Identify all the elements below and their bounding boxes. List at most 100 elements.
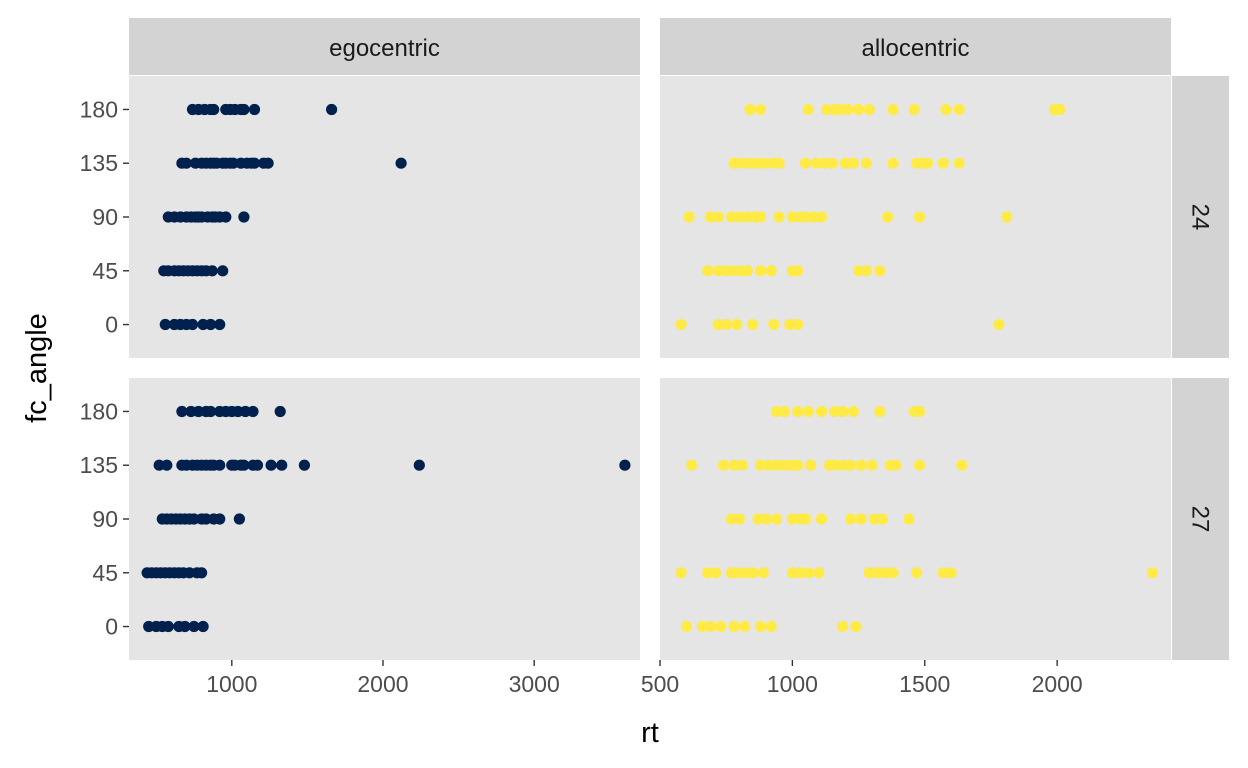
data-point bbox=[945, 567, 957, 579]
data-point bbox=[757, 567, 769, 579]
data-point bbox=[238, 211, 250, 223]
data-point bbox=[728, 620, 740, 633]
x-tick-label: 1000 bbox=[206, 671, 257, 697]
data-point bbox=[159, 318, 171, 331]
data-point bbox=[248, 157, 261, 169]
y-tick-label: 135 bbox=[80, 150, 118, 176]
data-point bbox=[921, 157, 934, 169]
facet-panel-allocentric-27: 500 1000 1500 2000 bbox=[641, 378, 1171, 697]
data-point bbox=[744, 103, 756, 116]
data-point bbox=[696, 620, 709, 633]
data-point bbox=[913, 405, 926, 418]
data-point bbox=[747, 567, 759, 579]
data-point bbox=[887, 157, 899, 169]
data-point bbox=[176, 405, 188, 418]
data-point bbox=[805, 459, 817, 471]
data-point bbox=[180, 157, 192, 169]
data-point bbox=[953, 157, 965, 169]
data-point bbox=[725, 211, 738, 223]
data-point bbox=[834, 103, 846, 116]
data-point bbox=[887, 103, 899, 116]
data-point bbox=[162, 620, 174, 633]
data-point bbox=[808, 211, 820, 223]
data-point bbox=[913, 211, 926, 223]
data-point bbox=[686, 459, 698, 471]
data-point bbox=[874, 265, 886, 277]
data-point bbox=[913, 459, 926, 471]
data-point bbox=[739, 567, 751, 579]
data-point bbox=[821, 103, 833, 116]
x-tick-label: 2000 bbox=[357, 671, 408, 697]
data-point bbox=[715, 620, 727, 633]
data-point bbox=[233, 513, 245, 525]
data-point bbox=[802, 103, 814, 116]
data-point bbox=[773, 211, 785, 223]
data-point bbox=[702, 265, 714, 277]
y-axis-title: fc_angle bbox=[21, 313, 53, 423]
data-point bbox=[741, 211, 754, 223]
data-point bbox=[395, 157, 407, 169]
facet-strip-label-egocentric: egocentric bbox=[329, 35, 440, 62]
y-tick-label: 135 bbox=[80, 452, 118, 478]
data-point bbox=[274, 405, 286, 418]
data-point bbox=[298, 459, 310, 471]
data-point bbox=[810, 157, 822, 169]
data-point bbox=[186, 318, 199, 331]
data-point bbox=[940, 103, 952, 116]
data-point bbox=[188, 620, 200, 633]
facet-panel-egocentric-24: 0 45 90 135 180 bbox=[80, 76, 640, 358]
data-point bbox=[755, 620, 767, 633]
data-point bbox=[850, 620, 862, 633]
panel-background bbox=[660, 378, 1171, 660]
data-point bbox=[911, 567, 923, 579]
facet-strip-egocentric bbox=[129, 18, 640, 75]
data-point bbox=[908, 103, 920, 116]
data-point bbox=[853, 103, 865, 116]
data-point bbox=[956, 459, 968, 471]
data-point bbox=[720, 265, 732, 277]
x-axis-title: rt bbox=[641, 717, 659, 749]
data-point bbox=[837, 405, 849, 418]
data-point bbox=[866, 459, 878, 471]
data-point bbox=[712, 318, 724, 331]
data-point bbox=[675, 567, 687, 579]
x-tick-label: 2000 bbox=[1032, 671, 1083, 697]
data-point bbox=[712, 211, 724, 223]
data-point bbox=[217, 265, 229, 277]
data-point bbox=[736, 459, 748, 471]
data-point bbox=[214, 318, 226, 331]
x-tick-label: 3000 bbox=[509, 671, 560, 697]
data-point bbox=[882, 211, 894, 223]
data-point bbox=[1001, 211, 1013, 223]
data-point bbox=[683, 211, 695, 223]
facet-strip-label-27: 27 bbox=[1187, 506, 1214, 533]
data-point bbox=[839, 157, 851, 169]
data-point bbox=[868, 513, 881, 525]
data-point bbox=[247, 405, 259, 418]
y-tick-label: 0 bbox=[105, 614, 118, 640]
data-point bbox=[717, 459, 730, 471]
data-point bbox=[760, 513, 772, 525]
facet-panel-egocentric-27: 0 45 90 135 180 1000 2000 3000 bbox=[80, 378, 640, 697]
data-point bbox=[768, 318, 780, 331]
data-point bbox=[276, 459, 288, 471]
data-point bbox=[773, 157, 785, 169]
data-point bbox=[731, 318, 743, 331]
data-point bbox=[860, 157, 873, 169]
x-tick-label: 500 bbox=[641, 671, 679, 697]
data-point bbox=[712, 265, 724, 277]
data-point bbox=[747, 318, 759, 331]
data-point bbox=[786, 567, 799, 579]
data-point bbox=[251, 459, 264, 471]
data-point bbox=[887, 567, 899, 579]
data-point bbox=[784, 318, 796, 331]
data-point bbox=[710, 567, 722, 579]
facet-strip-27 bbox=[1172, 378, 1229, 660]
data-point bbox=[760, 157, 772, 169]
data-point bbox=[220, 211, 232, 223]
data-point bbox=[786, 211, 799, 223]
data-point bbox=[794, 567, 806, 579]
data-point bbox=[802, 567, 814, 579]
y-tick-label: 90 bbox=[92, 204, 118, 230]
data-point bbox=[755, 265, 767, 277]
